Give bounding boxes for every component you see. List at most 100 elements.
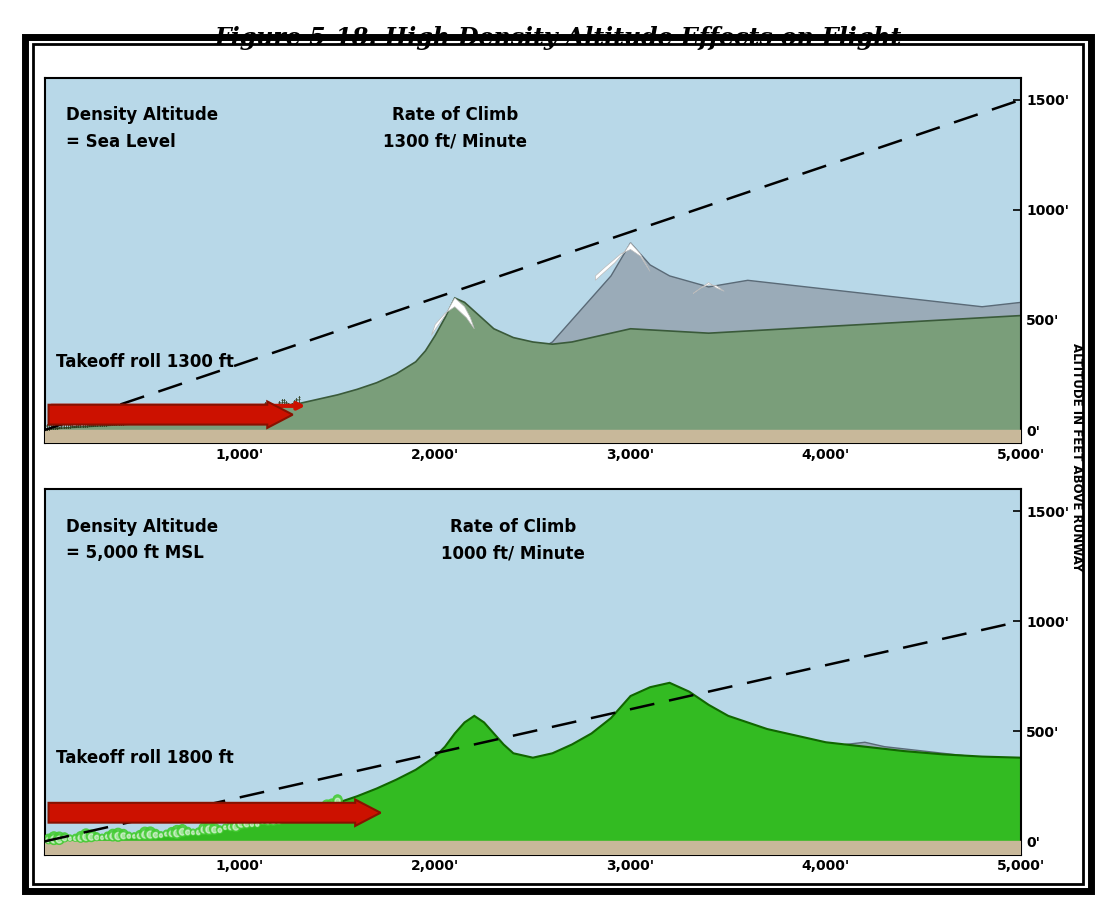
Circle shape: [73, 834, 78, 842]
Circle shape: [68, 837, 71, 840]
Circle shape: [217, 825, 223, 834]
Circle shape: [307, 808, 315, 816]
Polygon shape: [431, 298, 474, 335]
Polygon shape: [693, 282, 724, 293]
Circle shape: [67, 834, 73, 841]
Circle shape: [80, 829, 92, 842]
Polygon shape: [728, 742, 1021, 855]
Circle shape: [292, 813, 297, 820]
Circle shape: [167, 827, 176, 838]
Circle shape: [318, 802, 325, 811]
Circle shape: [126, 832, 132, 839]
Circle shape: [60, 833, 69, 842]
Circle shape: [270, 817, 277, 824]
Circle shape: [210, 823, 220, 834]
Circle shape: [62, 835, 67, 841]
Text: Rate of Climb: Rate of Climb: [392, 106, 518, 124]
Circle shape: [174, 830, 180, 837]
Circle shape: [118, 829, 128, 840]
Circle shape: [319, 805, 324, 810]
Text: Density Altitude: Density Altitude: [66, 106, 219, 124]
Text: 1300 ft/ Minute: 1300 ft/ Minute: [383, 133, 527, 151]
Circle shape: [133, 834, 136, 838]
Circle shape: [238, 820, 244, 827]
Circle shape: [199, 823, 209, 834]
Circle shape: [206, 826, 212, 834]
Circle shape: [142, 831, 148, 838]
Circle shape: [256, 823, 259, 826]
Circle shape: [140, 827, 151, 840]
Circle shape: [227, 822, 234, 831]
Circle shape: [196, 831, 200, 834]
FancyArrow shape: [49, 401, 292, 428]
Circle shape: [83, 834, 89, 840]
Text: ALTITUDE IN FEET ABOVE RUNWAY: ALTITUDE IN FEET ABOVE RUNWAY: [1070, 343, 1084, 571]
Circle shape: [56, 836, 62, 843]
Circle shape: [180, 828, 185, 835]
Circle shape: [145, 827, 156, 840]
Circle shape: [192, 831, 194, 834]
Text: = Sea Level: = Sea Level: [66, 133, 176, 151]
Circle shape: [132, 833, 137, 839]
Circle shape: [95, 835, 98, 840]
Circle shape: [46, 837, 51, 843]
Circle shape: [229, 825, 232, 830]
Circle shape: [45, 834, 52, 844]
Text: Figure 5-18. High Density Altitude Effects on Flight: Figure 5-18. High Density Altitude Effec…: [214, 26, 902, 49]
Circle shape: [321, 800, 333, 812]
Polygon shape: [45, 683, 1021, 855]
Circle shape: [163, 830, 170, 837]
Circle shape: [48, 832, 59, 845]
Circle shape: [76, 832, 86, 843]
Circle shape: [152, 829, 160, 839]
Bar: [45, 842, 1021, 855]
Circle shape: [297, 808, 304, 815]
Circle shape: [147, 831, 153, 838]
Circle shape: [333, 795, 343, 805]
Circle shape: [160, 834, 163, 837]
Circle shape: [50, 836, 57, 843]
Circle shape: [244, 821, 249, 827]
Circle shape: [165, 833, 169, 836]
Circle shape: [158, 832, 164, 838]
Circle shape: [281, 813, 287, 820]
Text: Takeoff roll 1300 ft: Takeoff roll 1300 ft: [56, 353, 234, 371]
Circle shape: [286, 813, 292, 820]
Circle shape: [249, 821, 254, 827]
Circle shape: [300, 805, 310, 817]
Circle shape: [282, 815, 286, 819]
Circle shape: [201, 826, 206, 833]
Circle shape: [127, 834, 131, 838]
FancyArrow shape: [49, 800, 381, 826]
Circle shape: [290, 810, 299, 821]
Circle shape: [275, 815, 282, 824]
Circle shape: [78, 835, 84, 841]
Circle shape: [109, 833, 116, 840]
Circle shape: [258, 814, 267, 824]
Circle shape: [242, 818, 251, 828]
Circle shape: [260, 818, 264, 824]
Circle shape: [203, 822, 215, 834]
Circle shape: [107, 829, 118, 841]
Bar: [45, 430, 1021, 443]
Circle shape: [86, 830, 97, 842]
Circle shape: [326, 799, 338, 812]
Circle shape: [262, 813, 273, 825]
Circle shape: [170, 831, 174, 836]
Circle shape: [99, 834, 105, 840]
Circle shape: [309, 811, 312, 815]
Circle shape: [195, 828, 202, 835]
Circle shape: [177, 824, 187, 836]
Polygon shape: [396, 243, 1021, 443]
Circle shape: [222, 824, 228, 830]
Circle shape: [104, 832, 110, 840]
Circle shape: [223, 826, 227, 829]
Circle shape: [184, 827, 192, 835]
Circle shape: [113, 828, 124, 842]
Circle shape: [233, 824, 239, 830]
Circle shape: [329, 803, 336, 811]
Circle shape: [324, 803, 329, 810]
Text: 1000 ft/ Minute: 1000 ft/ Minute: [442, 544, 585, 562]
Circle shape: [277, 818, 281, 824]
Text: Density Altitude: Density Altitude: [66, 517, 219, 536]
